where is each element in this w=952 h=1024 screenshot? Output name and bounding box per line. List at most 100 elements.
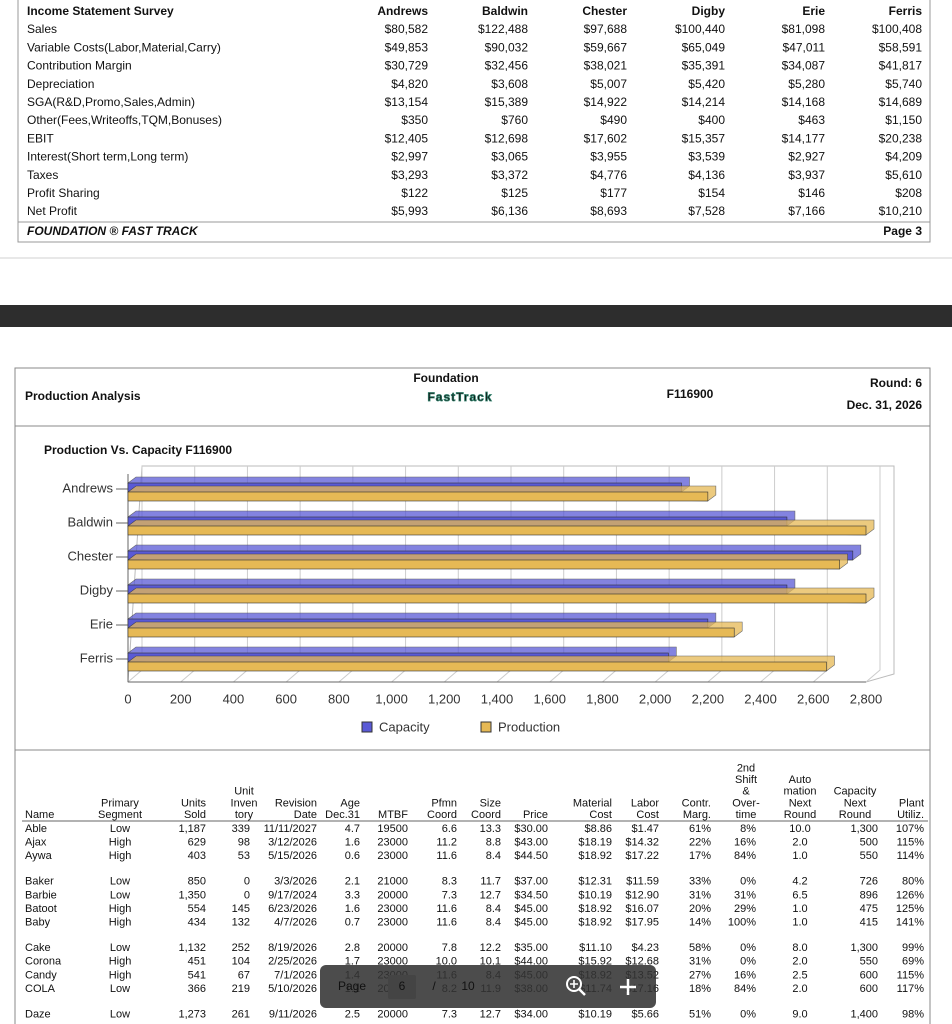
- cell: 84%: [734, 983, 756, 995]
- cell: 1,187: [178, 823, 206, 835]
- column-header: Units: [181, 797, 207, 809]
- cell: $14.32: [625, 837, 659, 849]
- cell: $58,591: [879, 40, 923, 54]
- cell: 9/11/2026: [269, 1009, 317, 1021]
- pager-label: Page: [338, 979, 366, 993]
- cell: $38,021: [584, 59, 628, 73]
- column-header: Inven: [231, 797, 258, 809]
- cell: $5,007: [590, 77, 627, 91]
- cell: 7.8: [442, 942, 457, 954]
- cell: $146: [798, 186, 825, 200]
- cell: 8.0: [792, 942, 807, 954]
- cell: 23000: [377, 903, 408, 915]
- cell: 117%: [897, 983, 925, 995]
- cell: 7.3: [442, 1009, 457, 1021]
- cell: $8,693: [590, 204, 627, 218]
- cell: $32,456: [485, 59, 529, 73]
- cell: 8.4: [486, 850, 501, 862]
- x-tick-label: 1,000: [375, 691, 408, 706]
- cell: 53: [238, 850, 250, 862]
- cell: 12.2: [480, 942, 501, 954]
- column-header: Age: [340, 797, 360, 809]
- cell: 21000: [377, 876, 408, 888]
- cell: $2,997: [391, 150, 428, 164]
- total-pages: 10: [461, 979, 475, 993]
- zoom-in-plus: [570, 980, 578, 988]
- cell: 403: [188, 850, 206, 862]
- cell: 20%: [689, 903, 711, 915]
- legend-label: Capacity: [379, 719, 430, 734]
- cell: $122,488: [478, 22, 528, 36]
- cell: 115%: [897, 837, 925, 849]
- cell: $12.31: [578, 876, 612, 888]
- cell: $11.10: [579, 942, 612, 954]
- cell: 434: [188, 917, 206, 929]
- cell: 500: [860, 837, 878, 849]
- cell: $4,776: [590, 168, 627, 182]
- cell: $3,937: [788, 168, 825, 182]
- column-header: mation: [783, 786, 816, 798]
- cell: 0: [244, 876, 250, 888]
- x-tick-label: 400: [223, 691, 245, 706]
- column-header: Price: [523, 809, 548, 821]
- cell: 0.7: [345, 917, 360, 929]
- cell: $90,032: [485, 40, 529, 54]
- cell: 3/12/2026: [268, 837, 317, 849]
- cell: 0%: [740, 942, 756, 954]
- x-tick-label: 2,000: [639, 691, 672, 706]
- cell: 114%: [897, 850, 925, 862]
- cell: 12.7: [480, 1009, 501, 1021]
- cell: High: [109, 956, 132, 968]
- column-header: Chester: [582, 4, 627, 18]
- cell: $5,420: [688, 77, 725, 91]
- cell: 726: [860, 876, 878, 888]
- cell: Candy: [25, 969, 57, 981]
- category-label: Chester: [67, 548, 113, 563]
- cell: 31%: [734, 889, 756, 901]
- cell: $15,389: [485, 95, 529, 109]
- cell: $3,608: [491, 77, 528, 91]
- row-label: Sales: [27, 22, 57, 36]
- cell: 3.3: [345, 889, 360, 901]
- column-header: Capacity: [834, 786, 877, 798]
- cell: 1.7: [345, 956, 360, 968]
- column-header: Shift: [735, 774, 757, 786]
- zoom-in-icon[interactable]: [566, 976, 582, 992]
- cell: $18.92: [578, 903, 612, 915]
- category-label: Andrews: [62, 480, 113, 495]
- cell: High: [109, 850, 132, 862]
- cell: 475: [860, 903, 878, 915]
- cell: 8.8: [486, 837, 501, 849]
- cell: 261: [232, 1009, 250, 1021]
- cell: $12,698: [485, 131, 529, 145]
- legend-swatch: [480, 721, 492, 733]
- cell: $44.50: [514, 850, 548, 862]
- cell: 2.5: [345, 1009, 360, 1021]
- page-separator: /: [432, 979, 436, 993]
- cell: Able: [25, 823, 47, 835]
- cell: $14,177: [782, 131, 826, 145]
- cell: 6/23/2026: [268, 903, 317, 915]
- column-header: Erie: [802, 4, 825, 18]
- cell: $125: [501, 186, 528, 200]
- cell: 11.7: [480, 876, 501, 888]
- cell: 20000: [377, 1009, 408, 1021]
- cell: $17,602: [584, 131, 628, 145]
- cell: Low: [110, 823, 130, 835]
- cell: $3,065: [491, 150, 528, 164]
- column-header: Pfmn: [431, 797, 457, 809]
- cell: 98%: [902, 1009, 924, 1021]
- zoom-in-handle: [578, 988, 586, 996]
- cell: Aywa: [25, 850, 53, 862]
- cell: $34.50: [514, 889, 548, 901]
- zoom-plus-icon[interactable]: [620, 979, 636, 995]
- cell: 366: [188, 983, 206, 995]
- cell: 61%: [689, 823, 711, 835]
- page-input[interactable]: [388, 975, 416, 999]
- cell: $35,391: [682, 59, 726, 73]
- column-header: Revision: [275, 797, 317, 809]
- cell: 415: [860, 917, 878, 929]
- cell: 20000: [377, 942, 408, 954]
- cell: 629: [188, 837, 206, 849]
